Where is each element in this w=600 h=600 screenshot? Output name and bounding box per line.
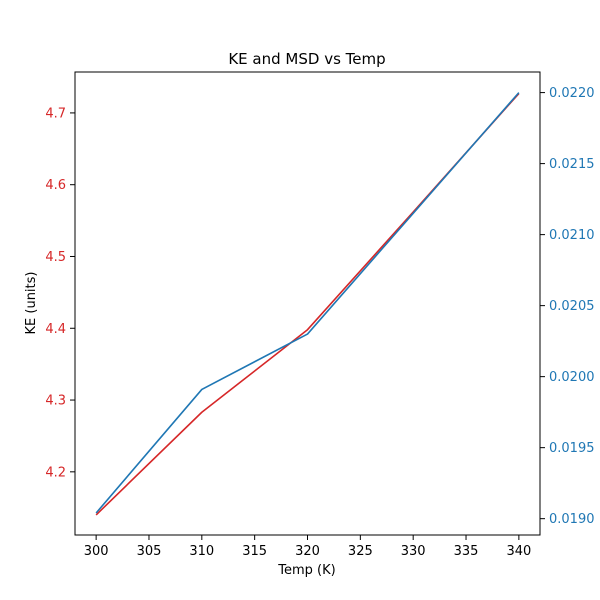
ke-series-line: [95, 92, 520, 516]
y-left-tick-label: 4.4: [45, 322, 66, 337]
y-right-tick-label: 0.0195: [549, 441, 595, 456]
y-right-tick-label: 0.0190: [549, 512, 595, 527]
msd-series-line: [95, 92, 520, 514]
y-left-tick-label: 4.7: [45, 106, 66, 121]
y-right-tick-label: 0.0205: [549, 299, 595, 314]
x-tick-label: 310: [189, 544, 214, 559]
x-tick-label: 325: [348, 544, 373, 559]
x-tick-label: 315: [242, 544, 267, 559]
x-tick-label: 300: [84, 544, 109, 559]
y-left-tick-label: 4.2: [45, 465, 66, 480]
y-right-tick-label: 0.0210: [549, 228, 595, 243]
y-right-tick-label: 0.0200: [549, 370, 595, 385]
x-tick-label: 340: [506, 544, 531, 559]
x-axis-label: Temp (K): [277, 563, 335, 578]
x-tick-label: 335: [454, 544, 479, 559]
y-left-tick-label: 4.3: [45, 394, 66, 409]
y-left-tick-label: 4.6: [45, 178, 66, 193]
x-tick-label: 330: [401, 544, 426, 559]
plot-area: 300 305 310 315 320 325 330 335 340 4.2 4.3 4.4 4.5 4…: [45, 71, 595, 559]
y-right-tick-label: 0.0215: [549, 157, 595, 172]
y-left-tick-label: 4.5: [45, 250, 66, 265]
y-left-axis-label: KE (units): [24, 272, 39, 335]
x-tick-label: 320: [295, 544, 320, 559]
x-tick-label: 305: [137, 544, 162, 559]
y-right-tick-label: 0.0220: [549, 86, 595, 101]
chart-title: KE and MSD vs Temp: [228, 50, 385, 68]
axes-frame: [74, 71, 541, 536]
